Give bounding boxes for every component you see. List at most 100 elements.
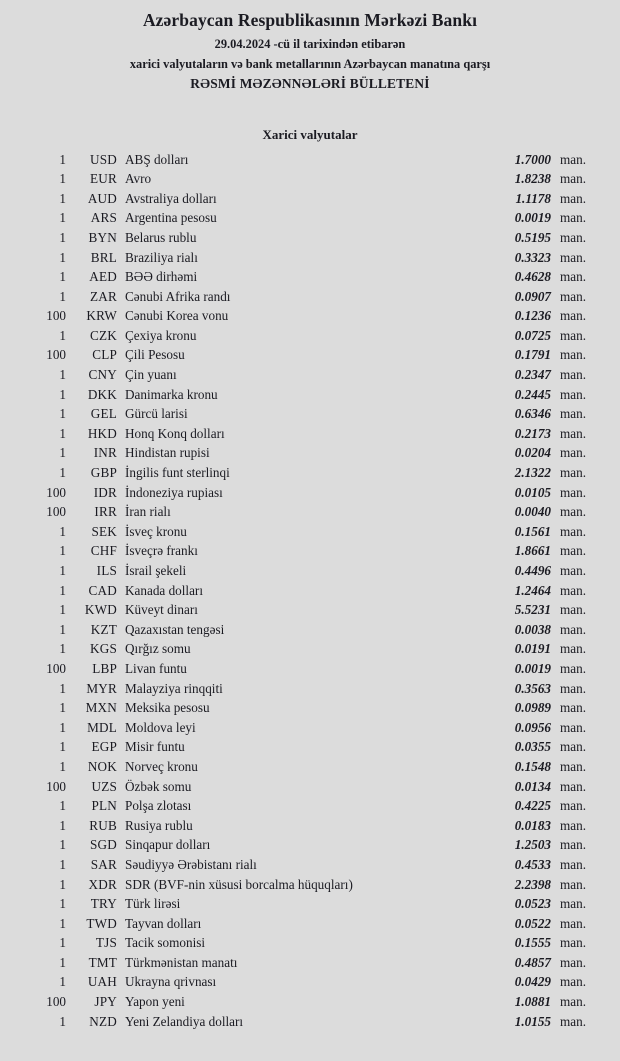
currency-quantity: 1 [59, 151, 66, 167]
table-row: 1 BRL Braziliya rialı 0.3323 man. [14, 248, 606, 268]
currency-quantity: 1 [59, 602, 66, 618]
currency-code: CHF [90, 543, 117, 559]
currency-unit: man. [560, 269, 587, 285]
currency-unit: man. [560, 856, 587, 872]
currency-quantity: 1 [59, 1013, 66, 1029]
currency-unit: man. [560, 621, 587, 637]
currency-name: İsveç kronu [125, 523, 187, 539]
table-row: 100 IRR İran rialı 0.0040 man. [14, 502, 606, 522]
currency-name: Moldova leyi [125, 719, 196, 735]
table-row: 1 INR Hindistan rupisi 0.0204 man. [14, 443, 606, 463]
currency-quantity: 1 [59, 249, 66, 265]
currency-unit: man. [560, 582, 587, 598]
currency-quantity: 1 [59, 465, 66, 481]
table-row: 100 IDR İndoneziya rupiası 0.0105 man. [14, 483, 606, 503]
table-row: 1 ARS Argentina pesosu 0.0019 man. [14, 208, 606, 228]
currency-code: PLN [91, 798, 117, 814]
currency-name: Livan funtu [125, 660, 187, 676]
currency-code: NOK [87, 758, 117, 774]
currency-code: TJS [95, 935, 117, 951]
currency-code: MXN [85, 700, 117, 716]
currency-code: TWD [86, 915, 117, 931]
currency-name: Səudiyyə Ərəbistanı rialı [125, 856, 257, 872]
currency-rate: 0.0523 [514, 896, 551, 912]
currency-name: İndoneziya rupiası [125, 484, 223, 500]
currency-unit: man. [560, 974, 587, 990]
currency-rate: 0.1791 [514, 347, 551, 363]
currency-unit: man. [560, 817, 587, 833]
table-row: 100 JPY Yapon yeni 1.0881 man. [14, 992, 606, 1012]
currency-unit: man. [560, 229, 587, 245]
currency-code: GEL [90, 406, 117, 422]
table-row: 1 EUR Avro 1.8238 man. [14, 169, 606, 189]
subject-line: xarici valyutaların və bank metallarının… [129, 57, 491, 71]
currency-unit: man. [560, 563, 587, 579]
currency-unit: man. [560, 367, 587, 383]
currency-name: Türkmənistan manatı [125, 954, 238, 970]
currency-quantity: 1 [59, 425, 66, 441]
table-row: 1 TRY Türk lirəsi 0.0523 man. [14, 894, 606, 914]
currency-code: CNY [88, 367, 117, 383]
currency-code: ARS [90, 210, 117, 226]
table-row: 1 GBP İngilis funt sterlinqi 2.1322 man. [14, 463, 606, 483]
currency-rate: 0.4533 [514, 856, 551, 872]
currency-quantity: 1 [59, 229, 66, 245]
table-row: 1 KWD Küveyt dinarı 5.5231 man. [14, 600, 606, 620]
table-row: 1 PLN Polşa zlotası 0.4225 man. [14, 796, 606, 816]
currency-unit: man. [560, 190, 587, 206]
currency-unit: man. [560, 308, 587, 324]
currency-quantity: 1 [59, 680, 66, 696]
currency-code: MYR [86, 680, 117, 696]
currency-quantity: 1 [59, 935, 66, 951]
currency-rate: 0.4628 [514, 269, 551, 285]
currency-rate: 5.5231 [514, 602, 551, 618]
currency-code: CLP [92, 347, 117, 363]
currency-unit: man. [560, 386, 587, 402]
currency-code: CAD [88, 582, 117, 598]
currency-name: Danimarka kronu [125, 386, 218, 402]
currency-quantity: 1 [59, 700, 66, 716]
currency-code: SAR [90, 856, 117, 872]
currency-quantity: 1 [59, 543, 66, 559]
currency-name: İsveçrə frankı [125, 543, 198, 559]
table-row: 1 USD ABŞ dolları 1.7000 man. [14, 150, 606, 170]
currency-rate: 0.1555 [514, 935, 551, 951]
currency-quantity: 1 [59, 288, 66, 304]
currency-code: BRL [90, 249, 117, 265]
currency-code: KRW [86, 308, 117, 324]
currency-quantity: 1 [59, 386, 66, 402]
currency-unit: man. [560, 994, 587, 1010]
currency-unit: man. [560, 327, 587, 343]
table-row: 1 CZK Çexiya kronu 0.0725 man. [14, 326, 606, 346]
currency-quantity: 1 [59, 837, 66, 853]
currency-rate: 0.0204 [514, 445, 551, 461]
currency-rate: 0.4225 [514, 798, 551, 814]
bulletin-title: RƏSMİ MƏZƏNNƏLƏRİ BÜLLETENİ [190, 76, 430, 92]
currency-name: Qazaxıstan tengəsi [125, 621, 225, 637]
currency-quantity: 1 [59, 210, 66, 226]
currency-rate: 0.4496 [514, 563, 551, 579]
currency-rate: 0.0907 [514, 288, 551, 304]
table-row: 1 KGS Qırğız somu 0.0191 man. [14, 639, 606, 659]
currency-quantity: 1 [59, 563, 66, 579]
currency-name: Özbək somu [125, 778, 192, 794]
currency-code: TRY [90, 896, 117, 912]
bank-name-title: Azərbaycan Respublikasının Mərkəzi Bankı [142, 10, 478, 30]
currency-name: Rusiya rublu [125, 817, 193, 833]
currency-unit: man. [560, 210, 587, 226]
currency-rate: 0.0429 [514, 974, 551, 990]
currency-name: Belarus rublu [125, 229, 197, 245]
currency-rate: 0.0019 [514, 210, 551, 226]
currency-rate: 0.3323 [514, 249, 551, 265]
currency-rate: 1.2464 [514, 582, 551, 598]
currency-name: Ukrayna qrivnası [125, 974, 217, 990]
table-row: 1 ZAR Cənubi Afrika randı 0.0907 man. [14, 287, 606, 307]
currency-rate: 0.0191 [514, 641, 551, 657]
currency-rate: 0.1548 [514, 758, 551, 774]
currency-name: Kanada dolları [125, 582, 203, 598]
document-header: Azərbaycan Respublikasının Mərkəzi Bankı… [0, 0, 620, 93]
table-row: 1 ILS İsrail şekeli 0.4496 man. [14, 561, 606, 581]
currency-rate: 1.8661 [514, 543, 551, 559]
table-row: 100 KRW Cənubi Korea vonu 0.1236 man. [14, 306, 606, 326]
currency-rate: 1.0155 [514, 1013, 551, 1029]
